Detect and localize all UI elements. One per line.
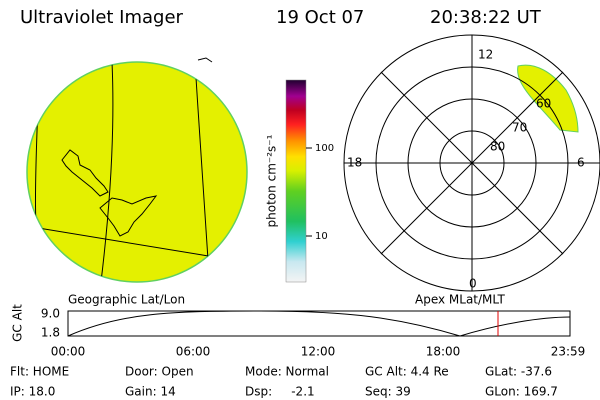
polar-plot: [343, 34, 600, 292]
status-field: IP: 18.0: [10, 385, 55, 399]
time: 20:38:22 UT: [430, 7, 542, 28]
y-label: 9.0: [41, 307, 60, 321]
time-label: 06:00: [176, 345, 211, 359]
status-field: Door: Open: [125, 365, 194, 379]
status-field: GC Alt: 4.4 Re: [365, 365, 449, 379]
time-label: 00:00: [51, 345, 86, 359]
axis-label: GC Alt: [11, 304, 25, 342]
coastline: [61, 149, 109, 197]
parallel: [27, 224, 246, 263]
mlt-label: 12: [478, 48, 493, 62]
y-label: 1.8: [41, 326, 60, 340]
mlt-label: 18: [347, 156, 362, 170]
time-label: 12:00: [301, 345, 336, 359]
plot-title: Apex MLat/MLT: [415, 293, 505, 307]
status-field: Gain: 14: [125, 385, 176, 399]
mlt-label: 0: [469, 277, 477, 291]
mlt-label: 6: [577, 156, 585, 170]
status-block: Flt: HOME Door: Open Mode: Normal GC Alt: 4…: [10, 365, 558, 399]
aurora-region: [517, 64, 579, 133]
meridian: [99, 62, 114, 282]
lat-label: 60: [536, 97, 551, 111]
lat-label: 70: [512, 121, 527, 135]
status-field: Seq: 39: [365, 385, 411, 399]
plot-title: Geographic Lat/Lon: [68, 293, 185, 307]
altitude-curve: [67, 310, 571, 337]
lat-label: 80: [490, 140, 505, 154]
time-label: 23:59: [551, 345, 586, 359]
status-field: GLon: 169.7: [485, 385, 558, 399]
status-field: Mode: Normal: [245, 365, 329, 379]
altitude-frame: [67, 310, 571, 337]
colorbar-tick-label: 100: [315, 143, 334, 154]
time-label: 18:00: [426, 345, 461, 359]
colorbar-tick-label: 10: [315, 231, 328, 242]
earth-disk: [26, 61, 248, 283]
map-fragment: [197, 57, 213, 63]
globe-image: [26, 61, 248, 283]
colorbar-label: photon cm⁻²s⁻¹: [265, 134, 279, 227]
polar-diagonal: [380, 71, 564, 255]
date: 19 Oct 07: [276, 7, 364, 28]
status-field: GLat: -37.6: [485, 365, 552, 379]
status-field: Flt: HOME: [10, 365, 69, 379]
colorbar: [285, 79, 307, 283]
instrument-title: Ultraviolet Imager: [20, 7, 184, 28]
status-field: Dsp: -2.1: [245, 385, 315, 399]
coastline: [99, 195, 158, 237]
